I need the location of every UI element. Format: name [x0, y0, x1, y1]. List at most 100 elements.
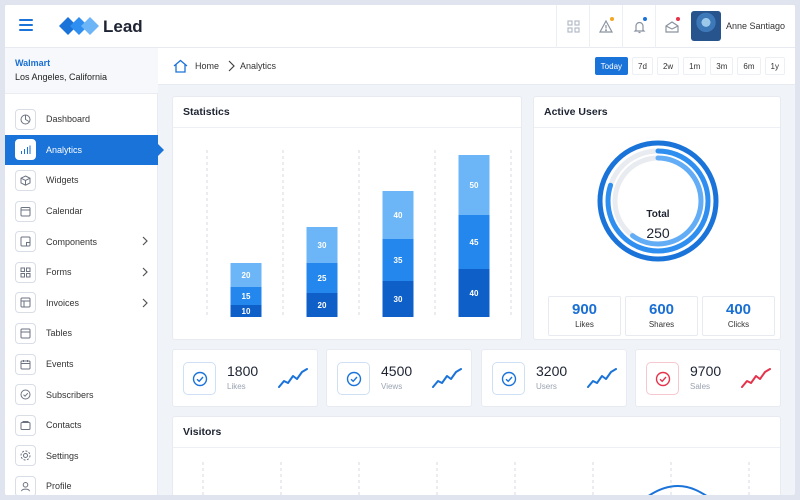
visitors-card: Visitors: [172, 416, 781, 495]
bar-segment[interactable]: [230, 263, 262, 287]
sidebar-item-subscribers[interactable]: Subscribers: [5, 379, 158, 410]
kpi-value: 3200: [536, 363, 568, 379]
sidebar-item-widgets[interactable]: Widgets: [5, 165, 158, 196]
bar-segment[interactable]: [458, 215, 490, 269]
sidebar-item-tables[interactable]: Tables: [5, 318, 158, 349]
bar-segment[interactable]: [458, 155, 490, 215]
bar-value-label: 15: [242, 292, 251, 301]
widgets-icon: [15, 169, 36, 191]
trend-up-icon: [587, 367, 617, 394]
kpi-value: 4500: [381, 363, 413, 379]
kpi-card-likes[interactable]: 1800 Likes: [172, 349, 318, 407]
top-header: Lead Anne Santiago: [5, 5, 795, 48]
bar-value-label: 20: [242, 271, 251, 280]
sidebar-item-components[interactable]: Components: [5, 226, 158, 257]
mail-badge: [675, 16, 681, 22]
kpi-label: Views: [381, 382, 403, 391]
range-2w[interactable]: 2w: [656, 57, 680, 75]
invoices-icon: [15, 292, 36, 314]
donut-ring: [612, 155, 704, 247]
subscribers-icon: [15, 384, 36, 406]
sidebar-item-contacts[interactable]: Contacts: [5, 410, 158, 441]
trend-up-icon: [741, 367, 771, 394]
bar-value-label: 25: [318, 274, 327, 283]
company-name[interactable]: Walmart: [15, 58, 51, 68]
sidebar-item-label: Invoices: [46, 297, 80, 308]
kpi-card-views[interactable]: 4500 Views: [326, 349, 472, 407]
sidebar-item-label: Subscribers: [46, 389, 94, 400]
sidebar-nav: Dashboard Analytics Widgets Calendar Compone…: [5, 104, 164, 495]
visitors-chart: [202, 462, 750, 495]
components-icon: [15, 231, 36, 253]
sidebar-item-label: Settings: [46, 450, 79, 461]
settings-icon: [15, 445, 36, 467]
bell-badge: [642, 16, 648, 22]
events-icon: [15, 353, 36, 375]
bar-segment[interactable]: [306, 227, 338, 263]
range-7d[interactable]: 7d: [632, 57, 653, 75]
sidebar-item-dashboard[interactable]: Dashboard: [5, 104, 158, 135]
company-location: Los Angeles, California: [15, 72, 108, 82]
active-users-card: Active Users Total 250 900 Likes 600 Sha…: [533, 96, 781, 340]
kpi-label: Users: [536, 382, 557, 391]
kpi-value: 1800: [227, 363, 259, 379]
sidebar-item-label: Widgets: [46, 175, 79, 186]
bar-value-label: 35: [394, 256, 403, 265]
brand-name[interactable]: Lead: [103, 17, 143, 36]
lead-logo-icon[interactable]: [59, 15, 99, 37]
kpi-label: Sales: [690, 382, 711, 391]
tables-icon: [15, 322, 36, 344]
active-users-title: Active Users: [544, 106, 608, 118]
sidebar-item-label: Analytics: [46, 144, 83, 155]
kpi-card-users[interactable]: 3200 Users: [481, 349, 627, 407]
bar-segment[interactable]: [230, 287, 262, 305]
kpi-label: Likes: [227, 382, 246, 391]
range-today[interactable]: Today: [594, 57, 629, 75]
bar-value-label: 20: [318, 301, 327, 310]
sidebar-item-settings[interactable]: Settings: [5, 441, 158, 472]
sidebar-item-analytics[interactable]: Analytics: [5, 134, 164, 166]
check-circle-icon: [337, 362, 370, 395]
range-1m[interactable]: 1m: [683, 57, 707, 75]
range-6m[interactable]: 6m: [737, 57, 761, 75]
sidebar-item-forms[interactable]: Forms: [5, 257, 158, 288]
sidebar-item-calendar[interactable]: Calendar: [5, 196, 158, 227]
range-3m[interactable]: 3m: [710, 57, 734, 75]
home-icon[interactable]: [173, 59, 188, 73]
menu-toggle-icon[interactable]: [19, 19, 33, 33]
apps-grid-icon[interactable]: [556, 5, 589, 48]
bar-segment[interactable]: [382, 239, 414, 281]
donut-ring: [597, 140, 719, 262]
bar-segment[interactable]: [382, 191, 414, 239]
analytics-icon: [15, 139, 36, 161]
bar-value-label: 50: [470, 181, 479, 190]
user-name[interactable]: Anne Santiago: [726, 21, 786, 31]
breadcrumb-current: Analytics: [240, 61, 277, 71]
breadcrumb-home[interactable]: Home: [195, 61, 220, 71]
range-1y[interactable]: 1y: [764, 57, 785, 75]
bar-segment[interactable]: [306, 293, 338, 317]
bell-icon[interactable]: [622, 5, 655, 48]
sidebar-item-label: Tables: [46, 328, 73, 339]
bar-segment[interactable]: [382, 281, 414, 317]
sidebar-item-profile[interactable]: Profile: [5, 471, 158, 495]
sidebar-item-label: Calendar: [46, 206, 83, 217]
bar-segment[interactable]: [306, 263, 338, 293]
kpi-card-sales[interactable]: 9700 Sales: [635, 349, 781, 407]
statistics-card: Statistics 10 15 20 20 25 30 30 35 40 40 45 50: [172, 96, 522, 340]
check-circle-icon: [183, 362, 216, 395]
bar-segment[interactable]: [230, 305, 262, 317]
alert-triangle-icon[interactable]: [589, 5, 622, 48]
avatar[interactable]: [691, 11, 721, 41]
donut-total-value: 250: [646, 225, 670, 241]
mail-icon[interactable]: [655, 5, 688, 48]
bar-value-label: 40: [394, 211, 403, 220]
sidebar-item-label: Profile: [46, 481, 72, 492]
contacts-icon: [15, 414, 36, 436]
donut-ring: [605, 148, 711, 254]
sidebar-item-invoices[interactable]: Invoices: [5, 288, 158, 319]
bar-segment[interactable]: [458, 269, 490, 317]
sidebar-item-events[interactable]: Events: [5, 349, 158, 380]
calendar-icon: [15, 200, 36, 222]
bar-value-label: 30: [318, 241, 327, 250]
